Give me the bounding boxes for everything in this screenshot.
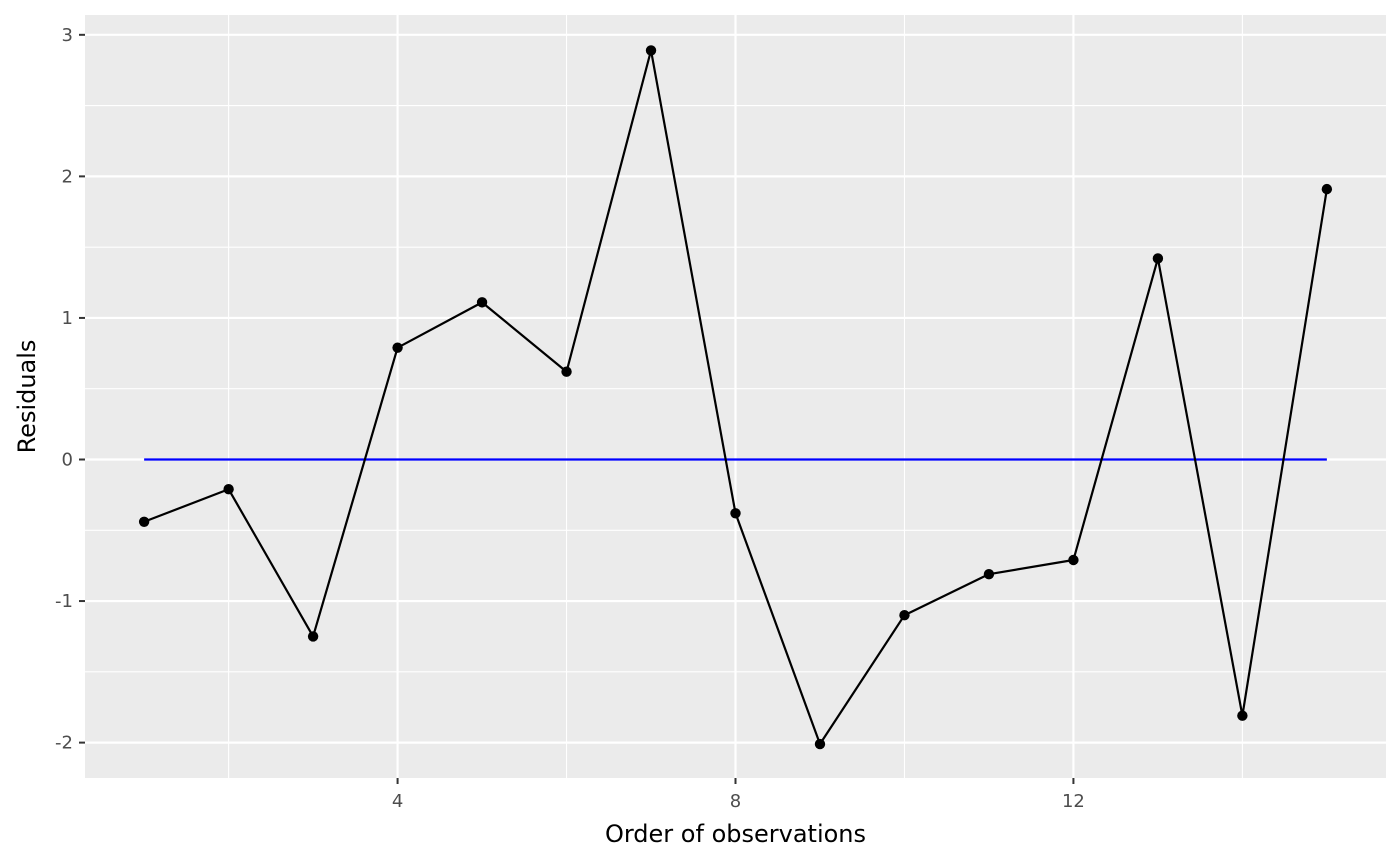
data-point — [307, 631, 319, 642]
data-point — [1068, 554, 1079, 566]
x-tick-label: 4 — [392, 791, 403, 812]
data-point — [983, 568, 995, 580]
data-point — [814, 738, 826, 750]
data-point — [1237, 710, 1248, 721]
data-point — [1321, 183, 1333, 195]
x-axis-title: Order of observations — [605, 820, 866, 848]
y-tick-label: -2 — [55, 733, 73, 754]
data-point — [223, 484, 234, 495]
x-tick-label: 12 — [1062, 791, 1085, 812]
y-axis-title: Residuals — [13, 340, 41, 454]
x-tick-label: 8 — [730, 791, 741, 812]
data-point — [561, 366, 572, 377]
data-point — [645, 45, 657, 56]
series-layer — [138, 45, 1333, 750]
data-point — [1152, 253, 1164, 264]
data-point — [730, 508, 741, 519]
data-point — [476, 297, 488, 308]
y-tick-label: 2 — [62, 166, 73, 187]
y-tick-label: 3 — [62, 25, 73, 46]
data-point — [138, 516, 150, 527]
y-tick-label: -1 — [55, 591, 73, 612]
y-tick-label: 0 — [62, 449, 73, 470]
data-point — [899, 610, 910, 621]
y-tick-label: 1 — [62, 308, 73, 329]
data-point — [392, 342, 403, 353]
